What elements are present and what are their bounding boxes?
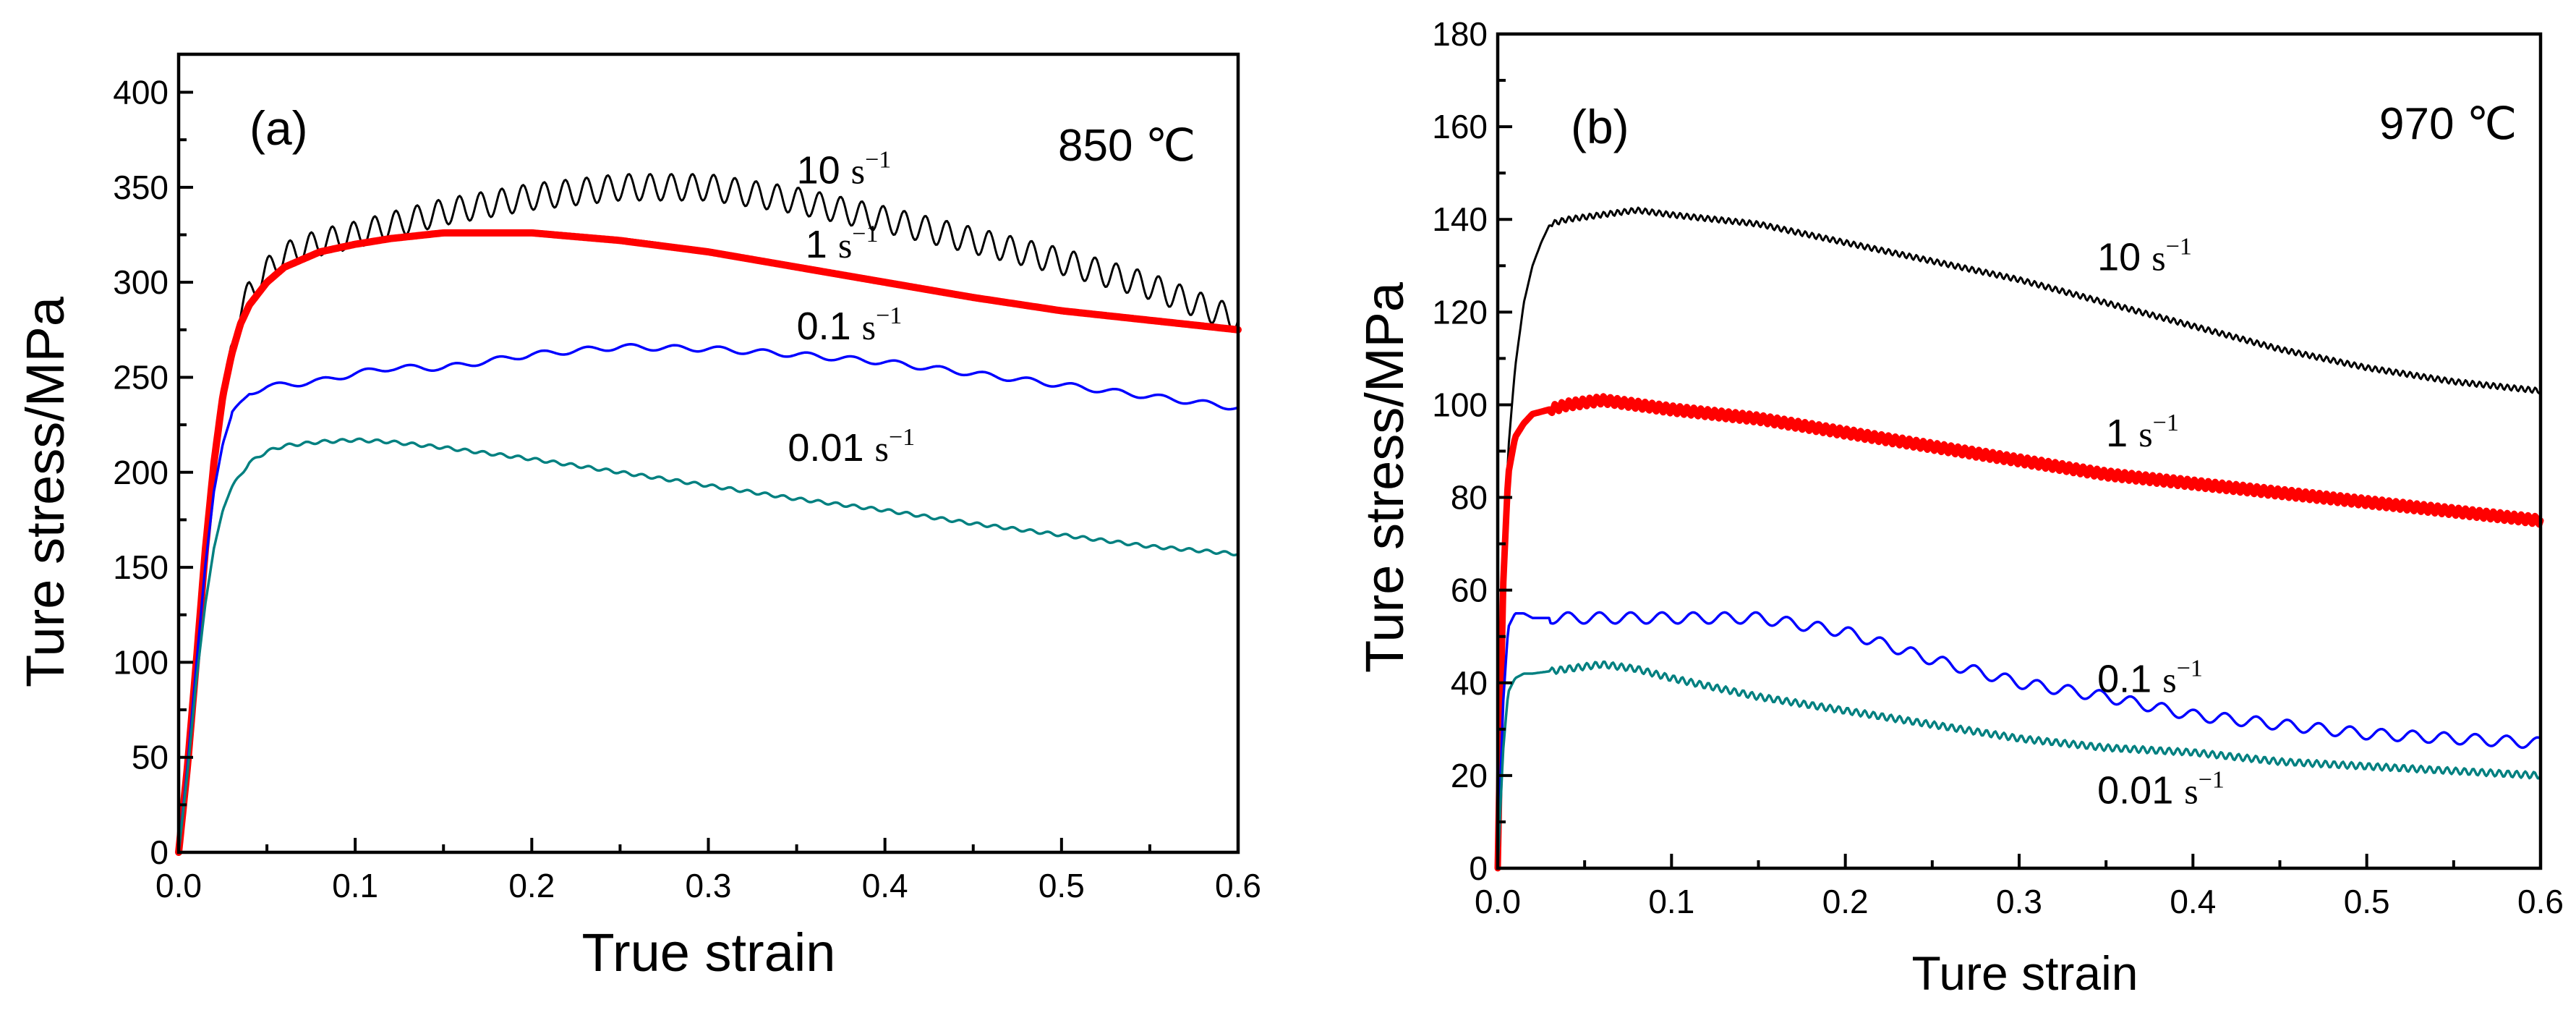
chart-a-x-tick-label: 0.4	[862, 867, 908, 904]
chart-b-x-tick-label: 0.5	[2344, 883, 2390, 920]
chart-b-y-tick-label: 20	[1451, 757, 1488, 794]
chart-b-y-tick-label: 140	[1432, 200, 1488, 238]
chart-b-x-tick-label: 0.2	[1822, 883, 1869, 920]
chart-b-plot-frame	[1496, 32, 2543, 870]
chart-a-y-tick-label: 250	[113, 358, 169, 396]
chart-a-series-line-0_1	[177, 343, 1240, 854]
chart-a-series-line-0_01	[177, 437, 1240, 854]
chart-a-temperature-label: 850 ℃	[1058, 121, 1195, 171]
chart-b-series-label-0_01: 0.01 s−1	[2097, 766, 2225, 812]
chart-b-series-line-1	[1494, 393, 2544, 872]
chart-a-y-tick-label: 350	[113, 169, 169, 206]
chart-a-y-axis-title: Ture stress/MPa	[15, 296, 75, 687]
chart-b-series-line-0_01	[1496, 660, 2542, 870]
chart-a-x-tick-label: 0.2	[508, 867, 555, 904]
chart-a-plot-frame	[176, 52, 1240, 854]
chart-b-series-line-10	[1496, 206, 2542, 870]
chart-a-series-label-10: 10 s−1	[797, 147, 892, 192]
chart-b-x-tick-label: 0.1	[1648, 883, 1694, 920]
chart-b-series-line-0_1	[1496, 611, 2542, 870]
chart-a-x-tick-label: 0.0	[155, 867, 202, 904]
chart-b-x-tick-label: 0.0	[1475, 883, 1521, 920]
chart-b-panel-label: (b)	[1571, 100, 1629, 153]
chart-a-x-tick-label: 0.3	[686, 867, 732, 904]
chart-b-x-tick-label: 0.3	[1996, 883, 2042, 920]
chart-a-y-tick-label: 150	[113, 548, 169, 586]
chart-b-x-tick-label: 0.4	[2170, 883, 2216, 920]
chart-b-x-axis-title: Ture strain	[1912, 946, 2138, 1000]
chart-b-y-tick-label: 120	[1432, 293, 1488, 331]
chart-b-y-tick-label: 40	[1451, 664, 1488, 702]
chart-b-y-tick-label: 0	[1469, 849, 1488, 887]
chart-a-series-line-1	[175, 229, 1242, 856]
chart-a-series-label-0_1: 0.1 s−1	[797, 302, 903, 348]
chart-a-series-line-10	[177, 173, 1240, 854]
chart-b-y-tick-label: 80	[1451, 479, 1488, 517]
chart-a-y-tick-label: 300	[113, 263, 169, 301]
chart-b-temperature-label: 970 ℃	[2379, 99, 2517, 149]
chart-a-panel-label: (a)	[250, 101, 308, 155]
chart-b-series-label-10: 10 s−1	[2097, 234, 2192, 279]
chart-a-x-axis-title: True strain	[582, 922, 836, 983]
chart-b-y-tick-label: 180	[1432, 15, 1488, 53]
chart-b-y-tick-label: 60	[1451, 572, 1488, 609]
chart-a-x-tick-label: 0.5	[1038, 867, 1085, 904]
chart-b-y-tick-label: 100	[1432, 386, 1488, 423]
chart-panel-a: Ture stress/MPa True strain (a) 850 ℃ 0.…	[15, 52, 1261, 983]
chart-a-y-tick-label: 50	[132, 739, 169, 776]
chart-panel-b: Ture stress/MPa Ture strain (b) 970 ℃ 0.…	[1355, 15, 2564, 1000]
chart-b-y-tick-label: 160	[1432, 108, 1488, 145]
chart-a-x-tick-label: 0.6	[1215, 867, 1261, 904]
chart-a-y-tick-label: 100	[113, 643, 169, 681]
chart-b-y-axis-title: Ture stress/MPa	[1355, 281, 1415, 673]
chart-a-series-label-1: 1 s−1	[806, 221, 879, 266]
chart-a-x-tick-label: 0.1	[332, 867, 378, 904]
chart-b-x-tick-label: 0.6	[2517, 883, 2564, 920]
chart-b-series-label-0_1: 0.1 s−1	[2097, 656, 2203, 701]
chart-b-series-label-1: 1 s−1	[2106, 410, 2179, 455]
chart-a-y-tick-label: 200	[113, 454, 169, 491]
chart-a-y-tick-label: 400	[113, 74, 169, 111]
chart-a-series-label-0_01: 0.01 s−1	[788, 424, 915, 470]
chart-a-y-tick-label: 0	[150, 834, 169, 871]
